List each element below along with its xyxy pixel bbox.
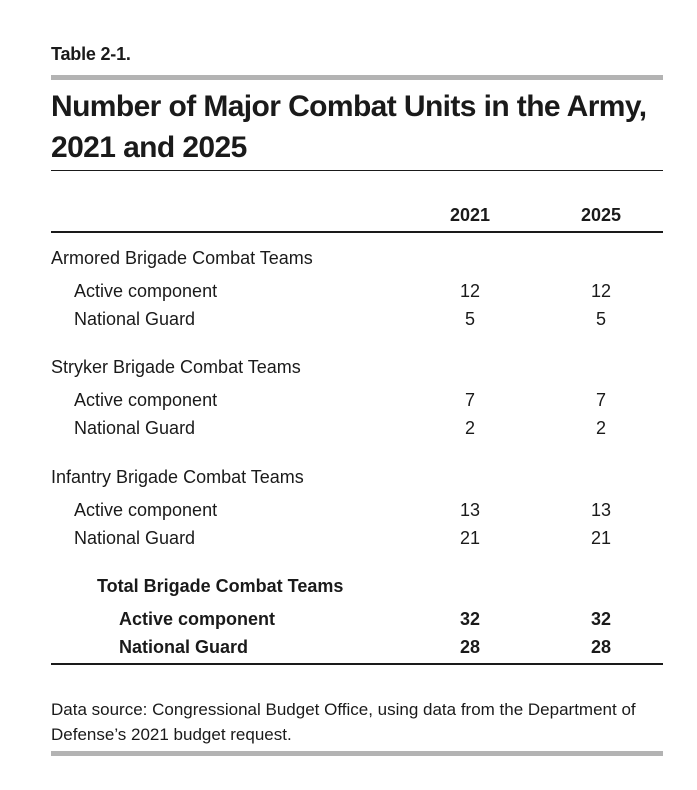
value-2021: 32: [459, 609, 481, 629]
bottom-divider: [51, 751, 663, 756]
row-label: Armored Brigade Combat Teams: [51, 248, 313, 268]
row-label: Infantry Brigade Combat Teams: [51, 467, 304, 487]
title-divider: [51, 170, 663, 171]
top-divider: [51, 75, 663, 80]
value-2025: 2: [595, 418, 606, 438]
value-2021: 5: [464, 309, 475, 329]
table-number: Table 2-1.: [51, 44, 131, 64]
value-2025: 5: [595, 309, 606, 329]
value-2021: 12: [459, 281, 481, 301]
table-title: Number of Major Combat Units in the Army…: [51, 90, 647, 164]
value-2021: 2: [464, 418, 475, 438]
value-2025: 28: [590, 637, 612, 657]
table-row: Active component 12 12: [0, 281, 697, 307]
table-row: National Guard 21 21: [0, 528, 697, 554]
column-header-2021: 2021: [449, 205, 491, 225]
value-2025: 21: [590, 528, 612, 548]
total-row-heading: Total Brigade Combat Teams: [0, 576, 697, 602]
table-row: Active component 13 13: [0, 500, 697, 526]
total-row: National Guard 28 28: [0, 637, 697, 663]
data-source-note: Data source: Congressional Budget Office…: [51, 700, 636, 744]
value-2021: 21: [459, 528, 481, 548]
table-row: National Guard 2 2: [0, 418, 697, 444]
row-label: National Guard: [74, 309, 196, 329]
row-label: Stryker Brigade Combat Teams: [51, 357, 301, 377]
value-2025: 7: [595, 390, 606, 410]
total-row: Active component 32 32: [0, 609, 697, 635]
group-row-infantry: Infantry Brigade Combat Teams: [0, 467, 697, 493]
header-divider: [51, 231, 663, 233]
value-2021: 7: [464, 390, 475, 410]
table-bottom-rule: [51, 663, 663, 665]
column-header-2025: 2025: [580, 205, 622, 225]
value-2025: 32: [590, 609, 612, 629]
row-label: National Guard: [74, 418, 196, 438]
row-label: National Guard: [74, 528, 196, 548]
value-2021: 13: [459, 500, 481, 520]
group-row-stryker: Stryker Brigade Combat Teams: [0, 357, 697, 383]
row-label: Total Brigade Combat Teams: [97, 576, 344, 596]
row-label: Active component: [119, 609, 276, 629]
table-row: National Guard 5 5: [0, 309, 697, 335]
group-row-armored: Armored Brigade Combat Teams: [0, 248, 697, 274]
row-label: National Guard: [119, 637, 249, 657]
row-label: Active component: [74, 281, 218, 301]
row-label: Active component: [74, 500, 218, 520]
row-label: Active component: [74, 390, 218, 410]
value-2025: 13: [590, 500, 612, 520]
value-2025: 12: [590, 281, 612, 301]
value-2021: 28: [459, 637, 481, 657]
table-row: Active component 7 7: [0, 390, 697, 416]
